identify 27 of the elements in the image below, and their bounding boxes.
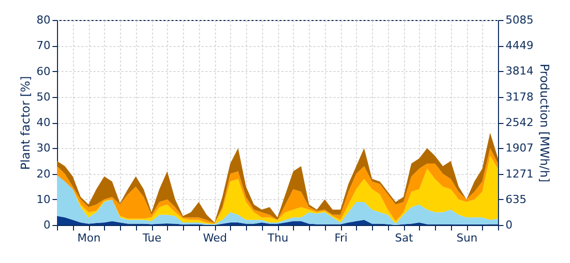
- y2-tick-label: 1271: [506, 167, 534, 180]
- x-tick-label: Sun: [456, 232, 478, 244]
- y2-tick-label: 1907: [506, 142, 534, 155]
- y2-tick-label: 3178: [506, 90, 534, 104]
- y2-tick-label: 4449: [506, 39, 534, 52]
- y-tick-label: 50: [36, 90, 50, 104]
- x-tick-label: Wed: [203, 232, 227, 244]
- y2-tick-label: 0: [506, 218, 512, 232]
- y2-axis-title: Production [MWh/h]: [537, 64, 552, 182]
- y-tick-label: 30: [36, 142, 50, 155]
- x-tick-label: Sat: [394, 232, 414, 244]
- y2-tick-label: 2542: [506, 116, 534, 130]
- x-tick-label: Thu: [266, 232, 288, 244]
- y-tick-label: 20: [36, 167, 50, 180]
- y-tick-label: 80: [36, 14, 50, 26]
- y-tick-label: 60: [36, 64, 50, 78]
- x-tick-label: Tue: [142, 232, 162, 244]
- y-tick-label: 70: [36, 39, 50, 52]
- x-tick-label: Fri: [334, 232, 348, 244]
- y2-tick-label: 635: [506, 192, 526, 206]
- x-tick-label: Mon: [77, 232, 101, 244]
- y-tick-label: 10: [36, 192, 50, 206]
- y-tick-label: 0: [44, 218, 50, 232]
- y2-tick-label: 5085: [506, 14, 534, 26]
- y2-tick-label: 3814: [506, 64, 534, 78]
- y-tick-label: 40: [36, 116, 50, 129]
- y-axis-title: Plant factor [%]: [18, 76, 33, 170]
